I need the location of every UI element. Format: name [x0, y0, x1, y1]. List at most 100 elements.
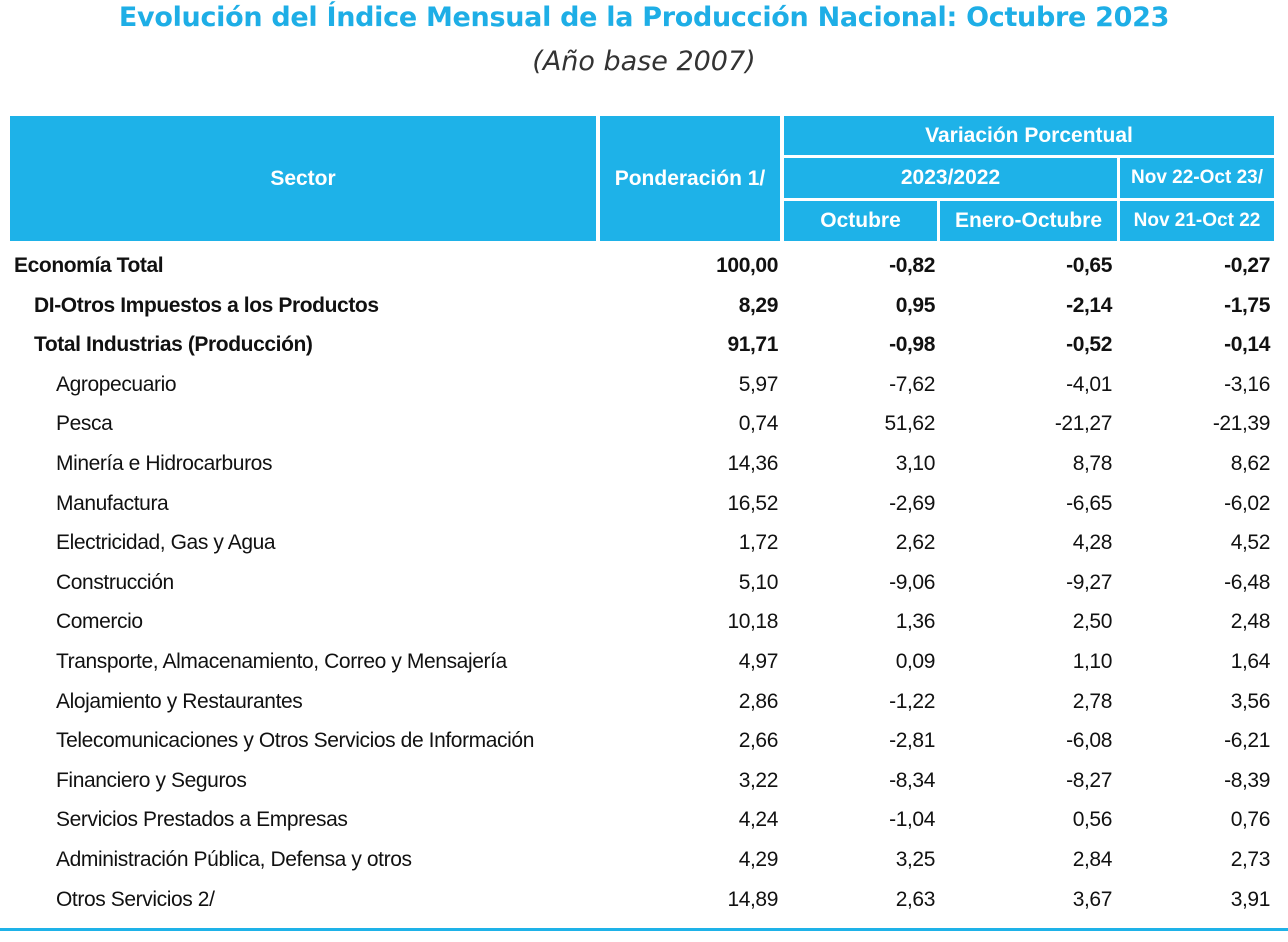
enero-octubre-cell: -0,52 [1066, 333, 1112, 357]
ponderacion-cell: 3,22 [738, 768, 779, 792]
nov-oct-cell: -6,21 [1224, 729, 1270, 753]
ponderacion-cell: 1,72 [738, 531, 779, 555]
sector-cell: Manufactura [56, 491, 169, 515]
table-row: Total Industrias (Producción) 91,71 -0,98 -… [10, 325, 1274, 365]
sector-cell: Pesca [56, 412, 113, 436]
sector-cell: Servicios Prestados a Empresas [56, 808, 348, 832]
octubre-cell: 0,95 [895, 293, 936, 317]
ponderacion-cell: 4,97 [738, 649, 779, 673]
nov-oct-cell: -6,02 [1224, 491, 1270, 515]
table-row: Economía Total 100,00 -0,82 -0,65 -0,27 [10, 246, 1274, 286]
sector-cell: Administración Pública, Defensa y otros [56, 847, 412, 871]
ponderacion-cell: 0,74 [738, 412, 779, 436]
enero-octubre-cell: -9,27 [1066, 570, 1112, 594]
sector-cell: Total Industrias (Producción) [34, 333, 313, 357]
sector-cell: Telecomunicaciones y Otros Servicios de … [56, 729, 534, 753]
octubre-cell: 2,62 [895, 531, 936, 555]
header-octubre: Octubre [784, 201, 937, 241]
sector-cell: Otros Servicios 2/ [56, 887, 215, 911]
sector-cell: Electricidad, Gas y Agua [56, 531, 276, 555]
header-ponderacion: Ponderación 1/ [600, 116, 780, 241]
bottom-divider [0, 928, 1288, 931]
enero-octubre-cell: -8,27 [1066, 768, 1112, 792]
enero-octubre-cell: -6,65 [1066, 491, 1112, 515]
nov-oct-cell: 0,76 [1230, 808, 1271, 832]
table-row: Servicios Prestados a Empresas 4,24 -1,04 0… [10, 800, 1274, 840]
nov-oct-cell: -0,14 [1224, 333, 1270, 357]
enero-octubre-cell: 2,78 [1072, 689, 1113, 713]
enero-octubre-cell: -4,01 [1066, 372, 1112, 396]
ponderacion-cell: 14,36 [727, 451, 778, 475]
octubre-cell: -1,04 [889, 808, 935, 832]
header-period-2023-2022: 2023/2022 [784, 158, 1117, 198]
ponderacion-cell: 5,10 [738, 570, 779, 594]
header-nov-line1: Nov 22-Oct 23/ [1120, 158, 1274, 198]
nov-oct-cell: 3,91 [1230, 887, 1271, 911]
octubre-cell: 1,36 [895, 610, 936, 634]
nov-oct-cell: -21,39 [1212, 412, 1271, 436]
ponderacion-cell: 100,00 [716, 254, 778, 277]
table-row: Alojamiento y Restaurantes 2,86 -1,22 2,78 3… [10, 682, 1274, 722]
octubre-cell: 3,10 [895, 451, 936, 475]
octubre-cell: -0,98 [889, 333, 935, 357]
enero-octubre-cell: -6,08 [1066, 729, 1112, 753]
table-row: Manufactura 16,52 -2,69 -6,65 -6,02 [10, 484, 1274, 524]
nov-oct-cell: 3,56 [1230, 689, 1271, 713]
table-row: Construcción 5,10 -9,06 -9,27 -6,48 [10, 563, 1274, 603]
octubre-cell: -2,81 [889, 729, 935, 753]
ponderacion-cell: 4,24 [738, 808, 779, 832]
page-subtitle: (Año base 2007) [532, 46, 756, 77]
nov-oct-cell: -1,75 [1224, 293, 1270, 317]
nov-oct-cell: -3,16 [1224, 372, 1270, 396]
page-title: Evolución del Índice Mensual de la Produ… [118, 2, 1170, 33]
ponderacion-cell: 8,29 [738, 293, 779, 317]
octubre-cell: 51,62 [884, 412, 935, 436]
enero-octubre-cell: -2,14 [1066, 293, 1112, 317]
table-row: Minería e Hidrocarburos 14,36 3,10 8,78 8,62 [10, 444, 1274, 484]
header-sector: Sector [10, 116, 596, 241]
ponderacion-cell: 16,52 [727, 491, 778, 515]
ponderacion-cell: 10,18 [727, 610, 778, 634]
table-row: Pesca 0,74 51,62 -21,27 -21,39 [10, 404, 1274, 444]
octubre-cell: 0,09 [895, 649, 936, 673]
octubre-cell: -9,06 [889, 570, 935, 594]
ponderacion-cell: 5,97 [738, 372, 779, 396]
sector-cell: Alojamiento y Restaurantes [56, 689, 303, 713]
ponderacion-cell: 2,86 [738, 689, 779, 713]
octubre-cell: -1,22 [889, 689, 935, 713]
table-row: DI-Otros Impuestos a los Productos 8,29 0,… [10, 286, 1274, 326]
enero-octubre-cell: 3,67 [1072, 887, 1113, 911]
sector-cell: Comercio [56, 610, 143, 634]
octubre-cell: -7,62 [889, 372, 935, 396]
sector-cell: Agropecuario [56, 372, 177, 396]
ponderacion-cell: 91,71 [727, 333, 778, 357]
ponderacion-cell: 2,66 [738, 729, 779, 753]
nov-oct-cell: 4,52 [1230, 531, 1271, 555]
enero-octubre-cell: 2,84 [1072, 847, 1113, 871]
sector-cell: Financiero y Seguros [56, 768, 247, 792]
table-row: Electricidad, Gas y Agua 1,72 2,62 4,28 4,52 [10, 523, 1274, 563]
ponderacion-cell: 4,29 [738, 847, 779, 871]
nov-oct-cell: -8,39 [1224, 768, 1270, 792]
nov-oct-cell: 2,48 [1230, 610, 1271, 634]
enero-octubre-cell: 4,28 [1072, 531, 1113, 555]
enero-octubre-cell: 2,50 [1072, 610, 1113, 634]
enero-octubre-cell: 8,78 [1072, 451, 1113, 475]
table-row: Agropecuario 5,97 -7,62 -4,01 -3,16 [10, 365, 1274, 405]
ponderacion-cell: 14,89 [727, 887, 778, 911]
enero-octubre-cell: 0,56 [1072, 808, 1113, 832]
nov-oct-cell: -0,27 [1224, 254, 1270, 277]
octubre-cell: 2,63 [895, 887, 936, 911]
enero-octubre-cell: 1,10 [1072, 649, 1113, 673]
enero-octubre-cell: -0,65 [1066, 254, 1112, 277]
header-variacion-porcentual: Variación Porcentual [784, 116, 1274, 155]
table-row: Administración Pública, Defensa y otros 4… [10, 840, 1274, 880]
octubre-cell: 3,25 [895, 847, 936, 871]
nov-oct-cell: 2,73 [1230, 847, 1271, 871]
sector-cell: Economía Total [14, 254, 164, 277]
enero-octubre-cell: -21,27 [1054, 412, 1113, 436]
octubre-cell: -2,69 [889, 491, 935, 515]
table-row: Transporte, Almacenamiento, Correo y Men… [10, 642, 1274, 682]
sector-cell: Minería e Hidrocarburos [56, 451, 273, 475]
header-enero-octubre: Enero-Octubre [940, 201, 1117, 241]
